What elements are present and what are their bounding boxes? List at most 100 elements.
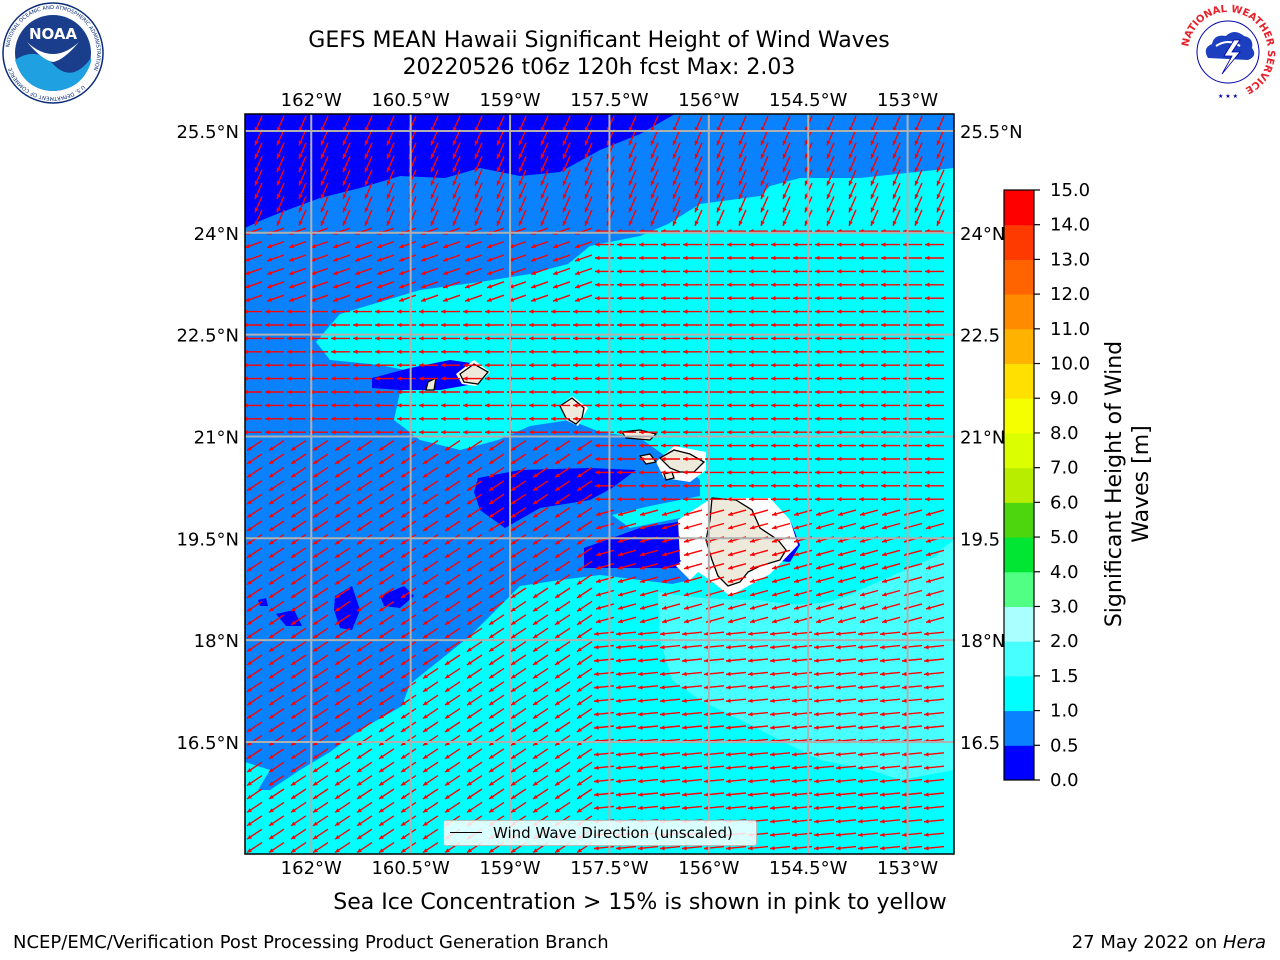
wave-direction-arrow-56 — [782, 129, 791, 146]
wave-direction-arrow-360 — [420, 267, 439, 276]
wave-direction-arrow-637 — [881, 376, 900, 381]
wave-direction-arrow-1453 — [532, 721, 549, 733]
wave-direction-arrow-960 — [246, 520, 263, 532]
wave-direction-arrow-116 — [694, 155, 703, 173]
colorbar-swatch-5 — [1004, 571, 1034, 607]
wave-direction-arrow-1137 — [617, 589, 637, 597]
wave-direction-arrow-591 — [573, 363, 592, 368]
graticule — [245, 114, 954, 854]
wave-direction-arrow-45 — [540, 129, 549, 146]
wave-direction-arrow-1258 — [466, 641, 483, 653]
wave-direction-arrow-1659 — [835, 805, 857, 811]
wave-direction-arrow-1075 — [661, 563, 681, 570]
wave-direction-arrow-382 — [903, 269, 922, 274]
wave-direction-arrow-137 — [452, 169, 461, 186]
wave-direction-arrow-772 — [334, 440, 351, 452]
wave-direction-arrow-401 — [617, 282, 636, 287]
wave-direction-arrow-69 — [364, 142, 373, 160]
wave-direction-arrow-1451 — [488, 721, 505, 733]
wave-direction-arrow-623 — [573, 376, 592, 381]
wave-direction-arrow-594 — [639, 363, 658, 368]
wave-direction-arrow-78 — [562, 142, 571, 160]
wave-direction-arrow-1097 — [444, 574, 461, 586]
wave-direction-arrow-1061 — [356, 560, 373, 572]
wave-direction-arrow-91 — [848, 142, 857, 160]
wave-direction-arrow-1030 — [378, 547, 395, 559]
wave-direction-arrow-595 — [661, 363, 680, 368]
wave-direction-arrow-827 — [837, 456, 856, 462]
wave-direction-arrow-72 — [430, 142, 439, 160]
wave-direction-arrow-705 — [265, 416, 284, 421]
wave-direction-arrow-187 — [848, 182, 857, 200]
wave-direction-arrow-87 — [760, 142, 769, 160]
wave-direction-arrow-1551 — [576, 761, 593, 773]
wave-direction-arrow-425 — [442, 294, 461, 302]
wave-direction-arrow-200 — [430, 196, 439, 213]
colorbar-tick-label-12: 10.0 — [1050, 354, 1090, 375]
wave-direction-arrow-1282 — [290, 654, 307, 666]
wave-direction-arrow-658 — [639, 389, 658, 395]
wave-direction-arrow-1130 — [466, 587, 483, 599]
lon-tick-bottom-1: 160.5°W — [371, 858, 450, 879]
wave-direction-arrow-1628 — [857, 792, 879, 797]
wave-direction-arrow-1312 — [246, 667, 263, 679]
wave-direction-arrow-1032 — [422, 547, 439, 559]
footer-date: 27 May 2022 on Hera — [1072, 932, 1266, 953]
wave-direction-arrow-1178 — [815, 603, 835, 610]
wave-direction-arrow-1069 — [532, 560, 549, 572]
wave-direction-arrow-1124 — [334, 587, 351, 599]
wave-direction-arrow-610 — [287, 376, 306, 381]
wave-direction-arrow-984 — [771, 522, 791, 530]
wave-direction-arrow-750 — [551, 430, 570, 435]
wave-direction-arrow-228 — [342, 209, 351, 227]
wave-direction-arrow-930 — [290, 507, 307, 519]
wave-direction-arrow-1722 — [813, 832, 835, 837]
wave-direction-arrow-115 — [672, 155, 681, 173]
wave-direction-arrow-487 — [397, 322, 416, 328]
wave-direction-arrow-1168 — [595, 603, 615, 610]
wave-direction-arrow-801 — [268, 453, 285, 465]
wave-direction-arrow-321 — [266, 254, 285, 262]
lon-tick-top-3: 157.5°W — [570, 90, 649, 111]
wave-direction-arrow-1262 — [554, 641, 571, 653]
wave-direction-arrow-765 — [881, 430, 900, 435]
wave-direction-arrow-769 — [268, 440, 285, 452]
wave-direction-arrow-521 — [441, 336, 460, 341]
wave-direction-arrow-75 — [496, 142, 505, 160]
wave-direction-arrow-536 — [771, 336, 790, 341]
wave-direction-arrow-1213 — [881, 616, 901, 624]
wave-direction-arrow-581 — [353, 363, 372, 368]
wave-direction-arrow-1098 — [466, 574, 483, 586]
wave-direction-arrow-337 — [617, 255, 636, 261]
wave-direction-arrow-1643 — [488, 801, 505, 813]
wave-direction-arrow-690 — [639, 403, 658, 408]
colorbar-swatch-2 — [1004, 675, 1034, 712]
wave-direction-arrow-1001 — [444, 533, 461, 545]
wave-direction-arrow-1587 — [659, 778, 681, 784]
wave-direction-arrow-253 — [892, 209, 901, 227]
wave-direction-arrow-52 — [694, 129, 703, 146]
wave-direction-arrow-854 — [727, 470, 746, 475]
lon-tick-top-1: 160.5°W — [371, 90, 450, 111]
wave-direction-arrow-1162 — [466, 600, 483, 612]
wave-direction-arrow-881 — [617, 483, 636, 488]
wave-direction-arrow-1036 — [510, 547, 527, 559]
wave-direction-arrow-1486 — [554, 734, 571, 746]
wave-direction-arrow-1567 — [923, 765, 945, 770]
wave-direction-arrow-564 — [683, 349, 702, 354]
wave-direction-arrow-1155 — [312, 600, 329, 612]
wave-direction-arrow-1410 — [290, 708, 307, 720]
wave-direction-arrow-188 — [870, 182, 879, 200]
wave-direction-arrow-1430 — [725, 711, 747, 717]
wave-direction-arrow-481 — [265, 322, 284, 328]
wave-direction-arrow-1040 — [595, 549, 615, 557]
wave-direction-arrow-1235 — [659, 631, 681, 636]
wave-direction-arrow-992 — [246, 533, 263, 545]
wave-direction-arrow-1463 — [747, 725, 769, 730]
wave-direction-arrow-362 — [464, 267, 483, 276]
wave-direction-arrow-1303 — [747, 658, 769, 663]
wave-direction-arrow-307 — [661, 242, 680, 247]
wave-direction-arrow-1382 — [378, 694, 395, 706]
colorbar-swatch-11 — [1004, 363, 1034, 399]
wave-direction-arrow-1152 — [246, 600, 263, 612]
